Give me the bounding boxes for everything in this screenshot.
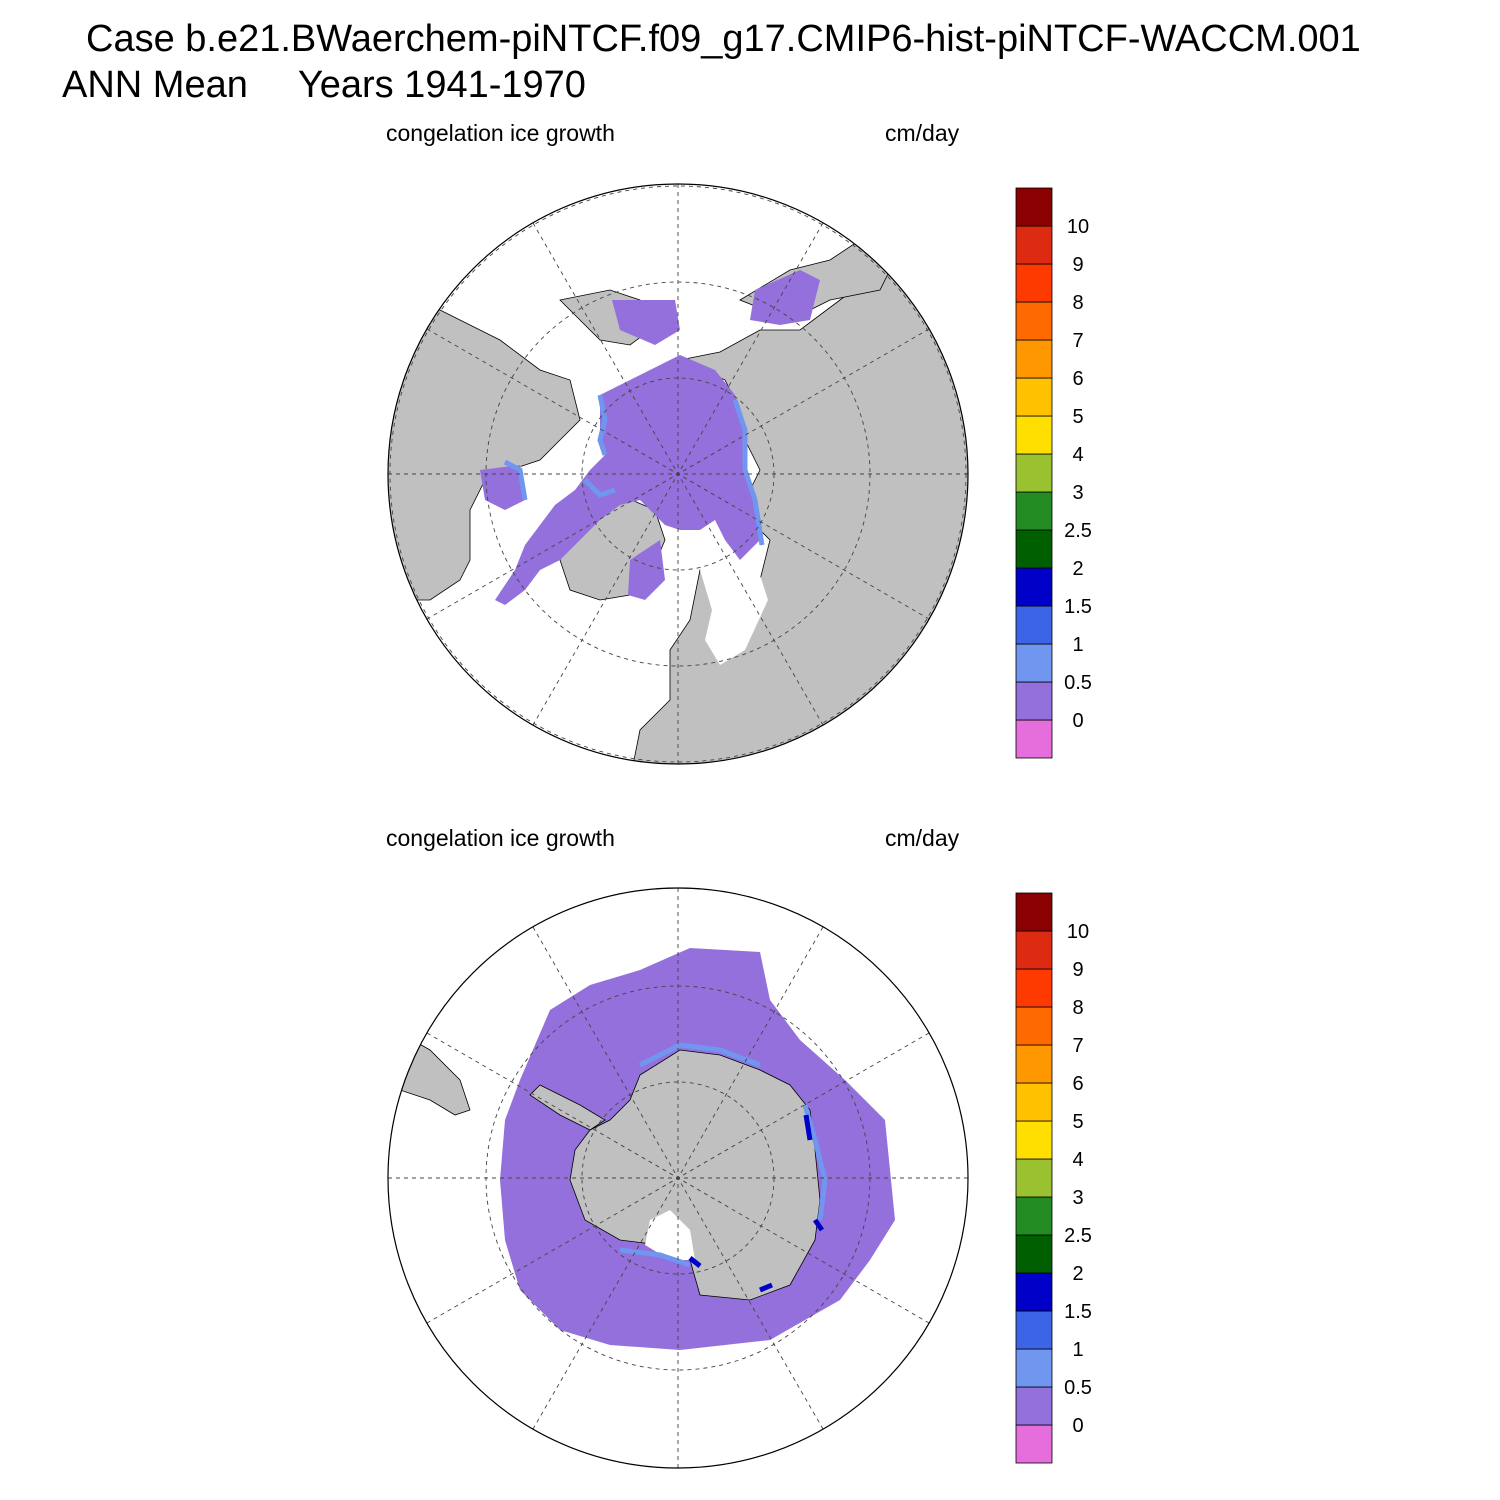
north-colorbar-box [1015, 377, 1053, 417]
north-colorbar-label: 2.5 [1064, 520, 1092, 542]
north-map-boundary [387, 183, 969, 765]
north-colorbar: 0 0.5 1 1.5 2 2.5 3 4 5 6 7 8 9 10 [1015, 187, 1092, 759]
north-colorbar-label: 1 [1072, 634, 1083, 656]
north-colorbar-label: 9 [1072, 254, 1083, 276]
north-colorbar-label: 5 [1072, 406, 1083, 428]
south-colorbar-box [1015, 1196, 1053, 1236]
south-colorbar-box [1015, 892, 1053, 932]
north-colorbar-box [1015, 339, 1053, 379]
north-sea-ice [495, 355, 760, 605]
south-land-antarctica [569, 1049, 821, 1301]
north-colorbar-box [1015, 719, 1053, 759]
season-label: ANN Mean [62, 64, 248, 106]
south-colorbar-label: 10 [1067, 921, 1089, 943]
north-colorbar-box [1015, 529, 1053, 569]
south-colorbar-box [1015, 1348, 1053, 1388]
north-colorbar-label: 3 [1072, 482, 1083, 504]
south-polar-map [387, 887, 969, 1469]
south-colorbar-box [1015, 968, 1053, 1008]
south-colorbar-label: 3 [1072, 1187, 1083, 1209]
south-colorbar-label: 0.5 [1064, 1377, 1092, 1399]
north-colorbar-box [1015, 567, 1053, 607]
north-colorbar-box [1015, 681, 1053, 721]
south-colorbar-box [1015, 1424, 1053, 1464]
south-colorbar-box [1015, 1272, 1053, 1312]
north-colorbar-label: 1.5 [1064, 596, 1092, 618]
south-colorbar-label: 9 [1072, 959, 1083, 981]
south-variable-label: congelation ice growth [386, 825, 615, 851]
north-colorbar-box [1015, 301, 1053, 341]
south-colorbar-box [1015, 1082, 1053, 1122]
south-colorbar-box [1015, 930, 1053, 970]
north-units-label: cm/day [885, 120, 960, 146]
south-colorbar-label: 1.5 [1064, 1301, 1092, 1323]
south-units-label: cm/day [885, 825, 960, 851]
south-colorbar-label: 2 [1072, 1263, 1083, 1285]
north-colorbar-label: 4 [1072, 444, 1083, 466]
north-colorbar-box [1015, 643, 1053, 683]
north-colorbar-box [1015, 415, 1053, 455]
north-colorbar-box [1015, 187, 1053, 227]
south-colorbar-label: 1 [1072, 1339, 1083, 1361]
case-title: Case b.e21.BWaerchem-piNTCF.f09_g17.CMIP… [86, 18, 1361, 60]
south-colorbar-label: 7 [1072, 1035, 1083, 1057]
north-colorbar-label: 8 [1072, 292, 1083, 314]
south-colorbar-label: 2.5 [1064, 1225, 1092, 1247]
north-colorbar-box [1015, 263, 1053, 303]
north-colorbar-label: 10 [1067, 216, 1089, 238]
south-colorbar-label: 4 [1072, 1149, 1083, 1171]
north-variable-label: congelation ice growth [386, 120, 615, 146]
north-colorbar-label: 0 [1072, 710, 1083, 732]
years-label: Years 1941-1970 [297, 64, 586, 106]
south-colorbar-box [1015, 1006, 1053, 1046]
south-colorbar-box [1015, 1158, 1053, 1198]
north-colorbar-label: 2 [1072, 558, 1083, 580]
north-colorbar-box [1015, 491, 1053, 531]
south-colorbar-box [1015, 1044, 1053, 1084]
north-colorbar-label: 6 [1072, 368, 1083, 390]
north-land-north-america [388, 299, 581, 601]
north-colorbar-box [1015, 453, 1053, 493]
south-colorbar-label: 5 [1072, 1111, 1083, 1133]
period-title: ANN Mean Years 1941-1970 [62, 64, 586, 107]
north-colorbar-box [1015, 605, 1053, 645]
south-colorbar-box [1015, 1310, 1053, 1350]
north-polar-map [387, 183, 969, 765]
south-colorbar-label: 0 [1072, 1415, 1083, 1437]
south-colorbar-box [1015, 1386, 1053, 1426]
south-colorbar-box [1015, 1234, 1053, 1274]
north-colorbar-box [1015, 225, 1053, 265]
south-map-boundary [387, 887, 969, 1469]
south-colorbar-label: 8 [1072, 997, 1083, 1019]
north-colorbar-label: 7 [1072, 330, 1083, 352]
north-colorbar-label: 0.5 [1064, 672, 1092, 694]
south-colorbar-box [1015, 1120, 1053, 1160]
south-colorbar-label: 6 [1072, 1073, 1083, 1095]
south-colorbar: 0 0.5 1 1.5 2 2.5 3 4 5 6 7 8 9 10 [1015, 892, 1092, 1464]
